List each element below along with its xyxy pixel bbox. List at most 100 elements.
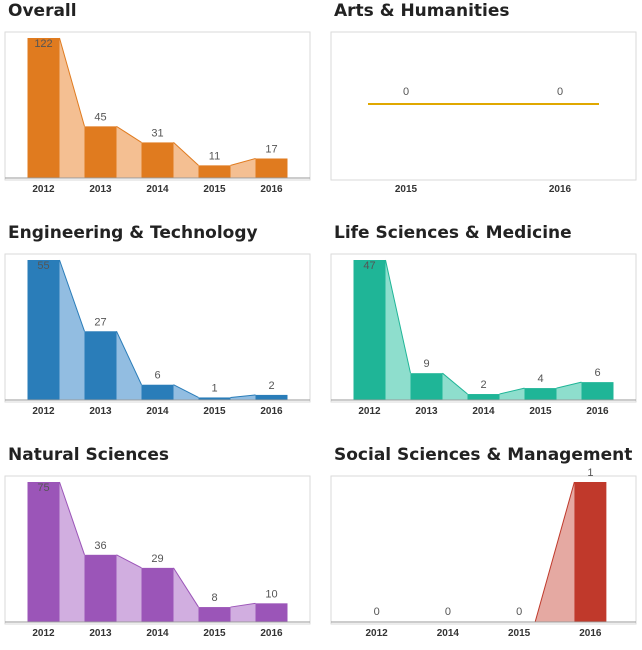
data-label: 36 [94,540,106,552]
x-tick-label: 2015 [203,628,226,639]
series-connector [59,481,85,555]
data-label: 45 [94,111,106,123]
chart-title: Engineering & Technology [8,223,258,243]
bar [198,397,231,400]
bar [84,126,117,178]
series-area [442,373,468,400]
series-connector [173,567,199,608]
data-label: 75 [37,482,49,494]
bar [27,260,60,400]
chart-social-sciences-management: 0 2012 0 2014 0 2015 1 2016 [330,467,637,639]
data-label: 8 [211,592,217,604]
chart-arts-humanities: 0 2015 0 2016 [330,31,637,195]
bar [141,142,174,178]
series-connector [173,384,199,398]
x-tick-label: 2015 [203,184,226,195]
series-connector [230,158,256,166]
data-label: 122 [34,38,52,50]
data-label: 10 [265,588,277,600]
chart-panel-overall: Overall 122 2012 45 2013 31 2014 11 2015 17 2016 [0,0,312,206]
bar [198,607,231,622]
series-area [230,603,256,622]
series-area [116,554,142,622]
data-label: 6 [154,370,160,382]
data-label: 31 [151,127,163,139]
chart-overall: 122 2012 45 2013 31 2014 11 2015 17 2016 [4,31,311,195]
series-connector [173,142,199,166]
bar [255,603,288,622]
series-connector [534,481,575,623]
data-label: 1 [211,382,217,394]
series-connector [116,554,142,569]
bar [84,331,117,400]
series-area [116,331,142,400]
series-connector [385,259,411,374]
data-label: 47 [363,260,375,272]
x-tick-label: 2013 [415,406,438,417]
bar [574,482,607,622]
x-tick-label: 2013 [89,184,112,195]
data-label: 2 [268,380,274,392]
chart-panel-engineering-technology: Engineering & Technology 55 2012 27 2013 6 20… [0,222,312,428]
bar [353,260,386,400]
series-connector [499,387,525,395]
x-tick-label: 2014 [146,406,169,417]
chart-title: Social Sciences & Management [334,445,633,465]
series-connector [116,125,142,143]
x-tick-label: 2013 [89,406,112,417]
series-connector [59,259,85,332]
chart-title: Life Sciences & Medicine [334,223,572,243]
x-tick-label: 2012 [32,406,55,417]
data-label: 6 [594,367,600,379]
series-connector [556,381,582,389]
series-area [59,260,85,400]
data-label: 2 [480,379,486,391]
bar [410,373,443,400]
x-tick-label: 2012 [32,628,55,639]
series-area [385,260,411,400]
series-area [499,388,525,400]
chart-panel-life-sciences-medicine: Life Sciences & Medicine 47 2012 9 2013 2 201… [326,222,638,428]
bar [255,158,288,178]
series-connector [230,394,256,398]
data-label: 0 [445,606,451,618]
data-label: 0 [516,606,522,618]
series-connector [442,372,468,395]
bar [467,394,500,400]
series-area [230,158,256,178]
chart-panel-arts-humanities: Arts & Humanities 0 2015 0 2016 [326,0,638,206]
series-area [173,567,199,622]
data-label: 0 [557,86,563,98]
data-label: 4 [537,373,543,385]
data-label: 11 [209,150,220,162]
x-tick-label: 2015 [395,184,418,195]
bar [581,382,614,400]
data-label: 0 [403,86,409,98]
chart-title: Arts & Humanities [334,1,510,21]
x-tick-label: 2013 [89,628,112,639]
series-area [116,126,142,178]
chart-engineering-technology: 55 2012 27 2013 6 2014 1 2015 2 2016 [4,253,311,417]
data-label: 0 [374,606,380,618]
x-tick-label: 2016 [549,184,572,195]
series-area [59,482,85,622]
bar [255,394,288,400]
x-tick-label: 2014 [146,628,169,639]
data-label: 1 [587,467,593,479]
bar [141,384,174,400]
x-tick-label: 2014 [146,184,169,195]
x-tick-label: 2015 [203,406,226,417]
x-tick-label: 2016 [260,628,283,639]
chart-title: Overall [8,1,77,21]
x-tick-label: 2016 [586,406,609,417]
bar [27,482,60,622]
x-tick-label: 2015 [529,406,552,417]
x-tick-label: 2012 [366,628,389,639]
data-label: 17 [265,143,277,155]
x-tick-label: 2014 [437,628,460,639]
bar [84,554,117,622]
chart-title: Natural Sciences [8,445,170,465]
bar [27,38,60,178]
x-tick-label: 2015 [508,628,531,639]
bar [198,165,231,178]
